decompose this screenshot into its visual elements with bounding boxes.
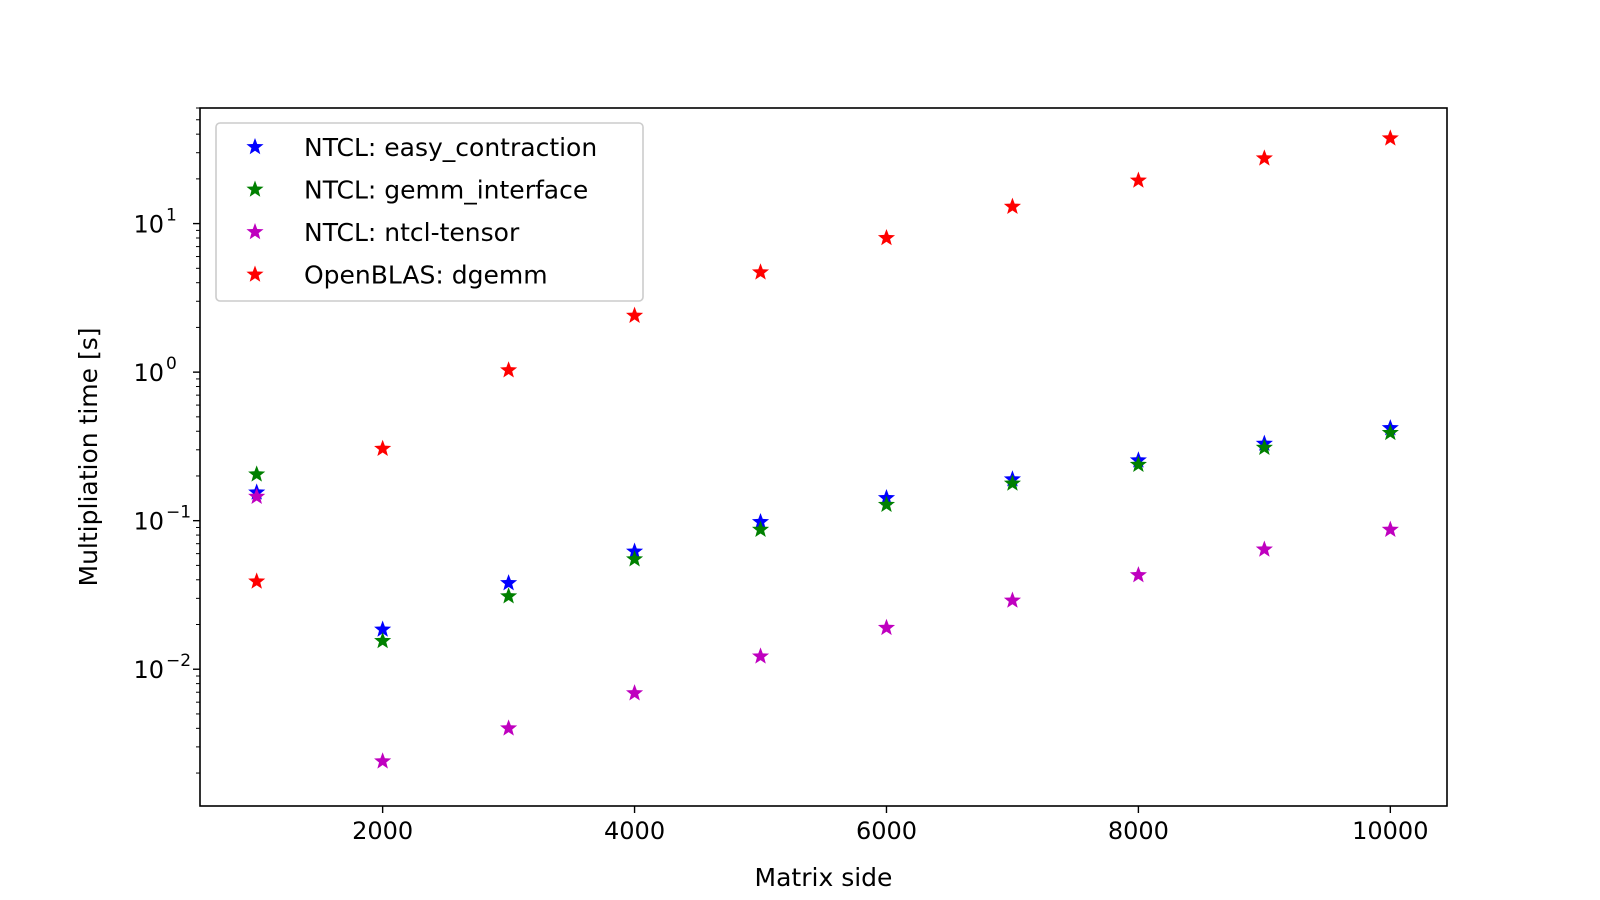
x-tick-label: 8000 [1108,817,1169,845]
y-tick-exponent: 0 [166,354,177,374]
y-tick-exponent: −2 [166,651,191,671]
x-tick-label: 4000 [604,817,665,845]
series-1 [248,423,1399,649]
data-point [1255,438,1273,455]
y-tick-label: 10 [133,211,164,239]
data-point [1129,171,1147,188]
data-point [626,306,644,323]
y-tick-exponent: 1 [166,206,177,226]
data-point [1129,455,1147,473]
data-point [374,439,392,457]
data-point [1255,540,1273,557]
x-axis-ticks: 2000 4000 6000 8000 10000 [352,806,1428,845]
data-point [1003,591,1021,608]
data-point [751,647,770,664]
legend-marker [246,180,264,197]
data-point [1381,520,1399,537]
y-tick-label: 10 [133,359,164,387]
data-point [1129,566,1147,583]
x-tick-label: 6000 [856,817,917,845]
data-point [877,495,896,513]
data-point [248,487,266,504]
y-tick-base: 10 [133,211,164,239]
y-tick-label: 10 [133,508,164,536]
data-point [374,631,392,649]
legend-label: NTCL: ntcl-tensor [304,218,520,247]
legend-label: NTCL: easy_contraction [304,133,597,162]
legend: NTCL: easy_contraction NTCL: gemm_interfa… [215,122,644,302]
series-2 [248,487,1399,769]
x-tick-label: 2000 [352,817,413,845]
legend-label: NTCL: gemm_interface [304,176,588,205]
legend-marker [246,138,264,155]
legend-label: OpenBLAS: dgemm [304,261,548,290]
data-point [500,361,518,378]
y-tick-label: 10 [133,656,164,684]
series-3 [248,129,1399,589]
data-point [751,520,770,537]
data-point [626,684,644,701]
legend-marker [246,223,264,240]
data-point [1003,474,1021,491]
data-point [877,618,896,636]
data-point [1003,197,1021,214]
y-axis-label: Multipliation time [s] [74,328,103,587]
y-tick-base: 10 [133,656,164,684]
data-point [751,263,770,280]
x-tick-label: 10000 [1352,817,1428,845]
data-point [500,587,518,604]
data-point [626,550,644,567]
data-point [877,228,896,246]
data-points [248,129,1399,769]
plot-frame [199,107,1448,807]
data-point [1255,149,1273,166]
data-point [1381,129,1399,146]
data-point [1381,423,1399,441]
x-axis-label: Matrix side [755,863,893,892]
data-point [248,465,266,482]
data-point [374,620,392,637]
y-tick-base: 10 [133,359,164,387]
legend-marker [246,265,264,282]
data-point [500,719,518,736]
data-point [500,574,518,591]
legend-box [215,122,644,302]
y-tick-exponent: −1 [166,503,191,523]
data-point [374,752,392,769]
y-tick-base: 10 [133,508,164,536]
data-point [248,572,266,589]
